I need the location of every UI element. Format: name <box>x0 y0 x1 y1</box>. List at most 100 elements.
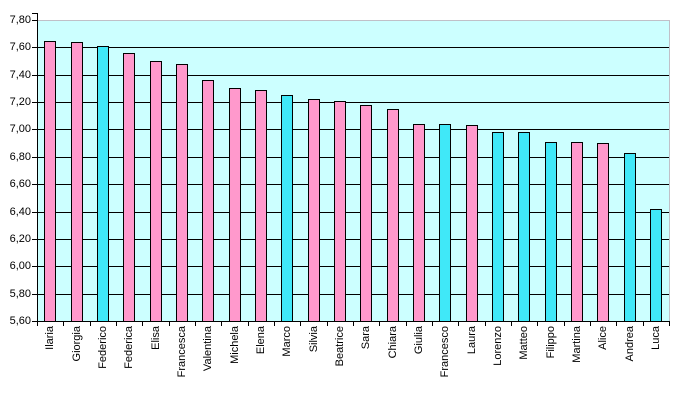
y-axis-tick <box>32 212 37 213</box>
x-axis-tick <box>274 322 275 326</box>
bar-elisa <box>150 61 162 322</box>
gridline <box>38 129 669 130</box>
x-axis-tick <box>511 322 512 326</box>
x-axis-tick <box>590 322 591 326</box>
y-axis-tick <box>32 129 37 130</box>
x-axis-tick <box>379 322 380 326</box>
x-axis-label-luca: Luca <box>650 326 662 350</box>
y-axis-tick <box>32 294 37 295</box>
y-axis-tick <box>32 13 37 14</box>
x-axis-tick <box>90 322 91 326</box>
x-axis-label-sara: Sara <box>360 326 372 350</box>
bar-matteo <box>518 132 530 322</box>
bar-marco <box>281 95 293 322</box>
y-axis-line <box>37 13 38 322</box>
bar-federico <box>97 46 109 322</box>
x-axis-label-francesca: Francesca <box>176 326 188 378</box>
x-axis-label-matteo: Matteo <box>518 326 530 360</box>
x-axis-tick <box>406 322 407 326</box>
bar-silvia <box>308 99 320 322</box>
y-axis-tick <box>32 75 37 76</box>
bar-elena <box>255 90 267 322</box>
plot-area <box>37 20 669 322</box>
gridline <box>38 239 669 240</box>
x-axis-tick <box>485 322 486 326</box>
gridline <box>38 212 669 213</box>
x-axis-label-martina: Martina <box>571 326 583 363</box>
bar-luca <box>650 209 662 322</box>
x-axis-tick <box>643 322 644 326</box>
y-axis-label: 6,60 <box>9 178 31 190</box>
y-axis-label: 5,80 <box>9 288 31 300</box>
gridline <box>38 266 669 267</box>
bar-sara <box>360 105 372 322</box>
bar-giulia <box>413 124 425 322</box>
y-axis-label: 7,00 <box>9 123 31 135</box>
y-axis-label: 7,20 <box>9 96 31 108</box>
x-axis-tick <box>432 322 433 326</box>
x-axis-line <box>37 321 670 322</box>
y-axis-tick <box>32 102 37 103</box>
x-axis-tick <box>142 322 143 326</box>
x-axis-label-ilaria: Ilaria <box>44 326 56 350</box>
bar-valentina <box>202 80 214 322</box>
x-axis-label-filippo: Filippo <box>545 326 557 359</box>
x-axis-tick <box>221 322 222 326</box>
bar-francesco <box>439 124 451 322</box>
x-axis-tick <box>537 322 538 326</box>
y-axis-label: 6,80 <box>9 151 31 163</box>
bar-lorenzo <box>492 132 504 322</box>
y-axis-label: 7,40 <box>9 69 31 81</box>
y-axis-label: 6,20 <box>9 233 31 245</box>
bar-martina <box>571 142 583 322</box>
y-axis-label: 7,80 <box>9 14 31 26</box>
y-axis-tick <box>32 47 37 48</box>
x-axis-label-alice: Alice <box>597 326 609 350</box>
x-axis-label-lorenzo: Lorenzo <box>492 326 504 366</box>
gridline <box>38 75 669 76</box>
y-axis-label: 7,60 <box>9 41 31 53</box>
x-axis-label-giorgia: Giorgia <box>71 326 83 362</box>
plot-border-right <box>669 20 670 322</box>
x-axis-label-andrea: Andrea <box>624 326 636 362</box>
x-axis-label-elena: Elena <box>255 326 267 355</box>
x-axis-label-chiara: Chiara <box>387 326 399 359</box>
x-axis-tick <box>116 322 117 326</box>
x-axis-tick <box>458 322 459 326</box>
x-axis-tick <box>564 322 565 326</box>
x-axis-tick <box>616 322 617 326</box>
bar-alice <box>597 143 609 322</box>
x-axis-label-laura: Laura <box>466 326 478 355</box>
y-axis-tick <box>32 157 37 158</box>
bar-giorgia <box>71 42 83 322</box>
x-axis-label-francesco: Francesco <box>439 326 451 378</box>
x-axis-label-federico: Federico <box>97 326 109 369</box>
gridline <box>38 157 669 158</box>
bar-laura <box>466 125 478 322</box>
y-axis-tick <box>32 266 37 267</box>
bar-beatrice <box>334 101 346 322</box>
x-axis-label-valentina: Valentina <box>202 326 214 372</box>
y-axis-label: 5,60 <box>9 315 31 327</box>
bar-michela <box>229 88 241 322</box>
x-axis-label-elisa: Elisa <box>150 326 162 350</box>
gridline <box>38 184 669 185</box>
y-axis-label: 6,40 <box>9 206 31 218</box>
x-axis-tick <box>300 322 301 326</box>
bar-ilaria <box>44 41 56 322</box>
x-axis-tick <box>195 322 196 326</box>
gridline <box>38 102 669 103</box>
x-axis-tick <box>169 322 170 326</box>
gridline <box>38 47 669 48</box>
x-axis-tick <box>327 322 328 326</box>
y-axis-tick <box>32 321 37 322</box>
x-axis-label-silvia: Silvia <box>308 326 320 353</box>
plot-border-top <box>37 20 670 21</box>
x-axis-label-giulia: Giulia <box>413 326 425 355</box>
x-axis-tick <box>669 322 670 326</box>
x-axis-tick <box>353 322 354 326</box>
y-axis-tick <box>32 239 37 240</box>
x-axis-label-federica: Federica <box>123 326 135 369</box>
x-axis-label-beatrice: Beatrice <box>334 326 346 367</box>
